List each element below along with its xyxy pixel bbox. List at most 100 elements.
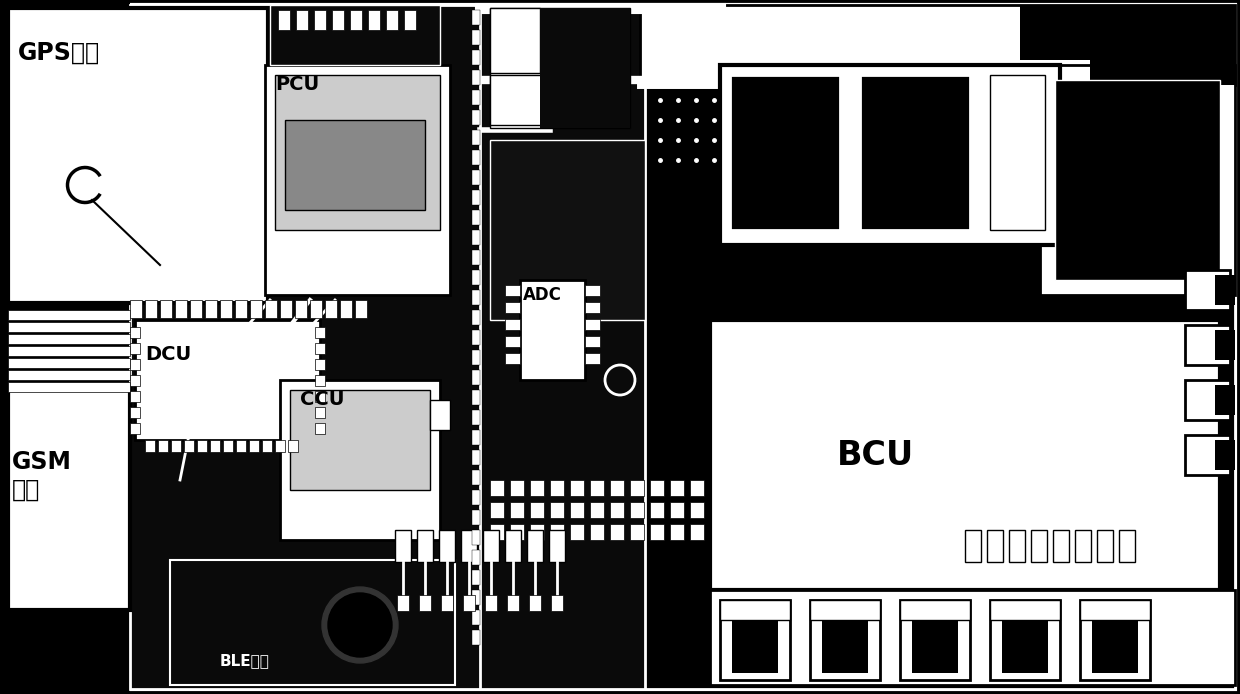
Bar <box>1118 530 1135 562</box>
Bar <box>472 250 480 265</box>
Bar <box>296 10 308 30</box>
Bar <box>670 480 684 496</box>
Bar <box>290 390 430 490</box>
Bar <box>315 407 325 418</box>
Bar <box>1185 325 1230 365</box>
Bar <box>472 430 480 445</box>
Bar <box>472 90 480 105</box>
Bar <box>472 510 480 525</box>
Bar <box>315 423 325 434</box>
Bar <box>472 550 480 565</box>
Bar <box>355 300 367 318</box>
Bar <box>1075 530 1091 562</box>
Bar <box>990 600 1060 680</box>
Bar <box>250 300 262 318</box>
Bar <box>570 524 584 540</box>
Bar <box>130 391 140 402</box>
Bar <box>490 75 600 125</box>
Bar <box>689 524 704 540</box>
Bar <box>463 595 475 611</box>
Bar <box>590 502 604 518</box>
Bar <box>1021 5 1095 60</box>
Text: ADC: ADC <box>523 286 562 304</box>
Bar <box>1215 385 1235 415</box>
Text: GSM
天线: GSM 天线 <box>12 450 72 502</box>
Bar <box>472 270 480 285</box>
Bar <box>484 530 498 562</box>
Bar <box>670 502 684 518</box>
Bar <box>472 10 480 25</box>
Bar <box>461 530 477 562</box>
Bar <box>285 120 425 210</box>
Bar <box>570 480 584 496</box>
Bar <box>610 524 624 540</box>
Bar <box>1215 275 1235 305</box>
Bar <box>472 450 480 465</box>
Bar <box>130 375 140 386</box>
Bar <box>1185 270 1230 310</box>
Bar <box>472 490 480 505</box>
Bar <box>130 327 140 338</box>
Bar <box>650 480 663 496</box>
Bar <box>630 480 644 496</box>
Bar <box>7 382 130 392</box>
Bar <box>720 600 790 680</box>
Bar <box>585 336 600 347</box>
Bar <box>275 75 440 230</box>
Bar <box>1092 618 1138 673</box>
Text: GPS天线: GPS天线 <box>19 41 100 65</box>
Bar <box>485 595 497 611</box>
Bar <box>987 530 1003 562</box>
Bar <box>1002 618 1048 673</box>
Bar <box>315 343 325 354</box>
Bar <box>472 590 480 605</box>
Bar <box>472 410 480 425</box>
Text: BCU: BCU <box>836 439 914 471</box>
Bar <box>265 65 450 295</box>
Bar <box>505 336 520 347</box>
Bar <box>278 10 290 30</box>
Bar <box>650 524 663 540</box>
Bar <box>510 480 525 496</box>
Bar <box>265 300 277 318</box>
Bar <box>472 310 480 325</box>
Bar <box>280 300 291 318</box>
Bar <box>720 600 790 620</box>
Bar <box>810 600 880 680</box>
Bar <box>1055 80 1220 280</box>
Bar <box>314 10 326 30</box>
Bar <box>1030 530 1047 562</box>
Bar <box>900 600 970 620</box>
Bar <box>720 65 1060 245</box>
Bar <box>315 375 325 386</box>
Circle shape <box>322 587 398 663</box>
Bar <box>527 530 543 562</box>
Bar <box>990 75 1045 230</box>
Bar <box>7 385 130 610</box>
Bar <box>640 5 1235 689</box>
Bar <box>472 330 480 345</box>
Bar <box>551 502 564 518</box>
Bar <box>171 440 181 452</box>
Bar <box>490 502 503 518</box>
Bar <box>570 502 584 518</box>
Bar <box>472 610 480 625</box>
Bar <box>529 502 544 518</box>
Bar <box>472 50 480 65</box>
Bar <box>397 595 409 611</box>
Bar <box>472 290 480 305</box>
Bar <box>472 150 480 165</box>
Bar <box>130 407 140 418</box>
Bar <box>549 530 565 562</box>
Bar <box>7 346 130 356</box>
Text: BLE天线: BLE天线 <box>219 653 270 668</box>
Bar <box>1080 600 1149 680</box>
Bar <box>711 320 1220 590</box>
Bar <box>1097 530 1114 562</box>
Bar <box>689 502 704 518</box>
Bar <box>223 440 233 452</box>
Bar <box>630 524 644 540</box>
Bar <box>145 300 157 318</box>
Bar <box>539 8 630 128</box>
Bar <box>417 530 433 562</box>
